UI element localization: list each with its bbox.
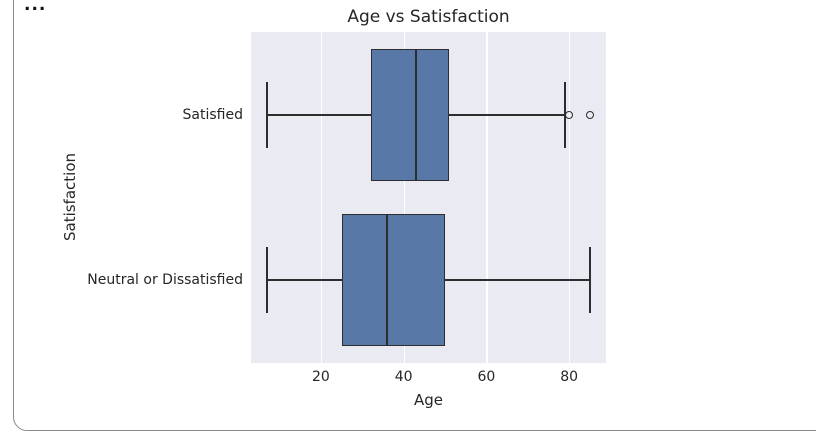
outlier-point-85 bbox=[585, 110, 594, 119]
whisker-cap-high-1 bbox=[589, 247, 591, 314]
x-tick-label-60: 60 bbox=[477, 369, 496, 385]
median-line-1 bbox=[386, 214, 389, 347]
whisker-line-low-0 bbox=[267, 113, 371, 116]
plot-area bbox=[251, 32, 606, 363]
gridline-60 bbox=[486, 32, 488, 363]
whisker-cap-high-0 bbox=[564, 81, 566, 148]
median-line-0 bbox=[415, 48, 418, 181]
y-tick-label-neutral-or-dissatisfied: Neutral or Dissatisfied bbox=[87, 272, 243, 289]
outlier-point-80 bbox=[565, 110, 574, 119]
whisker-cap-low-1 bbox=[266, 247, 268, 314]
gridline-40 bbox=[403, 32, 405, 363]
box-1 bbox=[341, 214, 446, 347]
x-axis-label: Age bbox=[413, 391, 443, 409]
y-tick-label-satisfied: Satisfied bbox=[182, 106, 243, 123]
x-tick-label-80: 80 bbox=[560, 369, 579, 385]
ellipsis-text: ... bbox=[24, 0, 47, 15]
whisker-line-low-1 bbox=[267, 279, 342, 282]
box-0 bbox=[370, 48, 450, 181]
y-axis-label: Satisfaction bbox=[61, 152, 79, 242]
gridline-80 bbox=[569, 32, 571, 363]
x-tick-label-20: 20 bbox=[312, 369, 330, 385]
gridline-20 bbox=[320, 32, 323, 363]
x-tick-label-40: 40 bbox=[394, 369, 413, 385]
whisker-cap-low-0 bbox=[266, 81, 268, 148]
whisker-line-high-1 bbox=[445, 279, 590, 282]
chart-title: Age vs Satisfaction bbox=[347, 7, 510, 27]
whisker-line-high-0 bbox=[449, 113, 566, 116]
